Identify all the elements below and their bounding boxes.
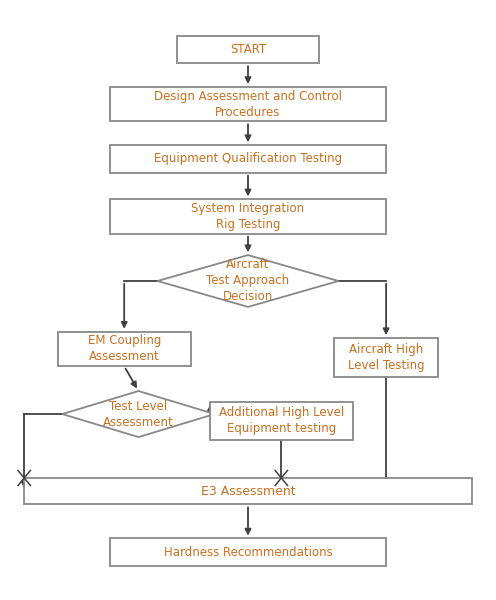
Polygon shape xyxy=(158,255,338,307)
Text: Hardness Recommendations: Hardness Recommendations xyxy=(164,546,332,559)
Text: Additional High Level
Equipment testing: Additional High Level Equipment testing xyxy=(219,406,344,436)
FancyBboxPatch shape xyxy=(334,338,438,377)
Text: Equipment Qualification Testing: Equipment Qualification Testing xyxy=(154,152,342,166)
Text: Aircraft
Test Approach
Decision: Aircraft Test Approach Decision xyxy=(206,259,290,304)
Text: Design Assessment and Control
Procedures: Design Assessment and Control Procedures xyxy=(154,89,342,119)
FancyBboxPatch shape xyxy=(110,87,386,121)
Polygon shape xyxy=(62,391,215,437)
FancyBboxPatch shape xyxy=(210,402,353,440)
Text: START: START xyxy=(230,43,266,56)
Text: System Integration
Rig Testing: System Integration Rig Testing xyxy=(191,202,305,231)
FancyBboxPatch shape xyxy=(110,145,386,173)
FancyBboxPatch shape xyxy=(110,199,386,234)
Text: Test Level
Assessment: Test Level Assessment xyxy=(103,400,174,428)
FancyBboxPatch shape xyxy=(58,332,191,366)
FancyBboxPatch shape xyxy=(177,35,319,63)
FancyBboxPatch shape xyxy=(110,538,386,566)
Text: EM Coupling
Assessment: EM Coupling Assessment xyxy=(87,334,161,364)
FancyBboxPatch shape xyxy=(24,478,472,505)
Text: Aircraft High
Level Testing: Aircraft High Level Testing xyxy=(348,343,425,372)
Text: E3 Assessment: E3 Assessment xyxy=(201,485,295,498)
